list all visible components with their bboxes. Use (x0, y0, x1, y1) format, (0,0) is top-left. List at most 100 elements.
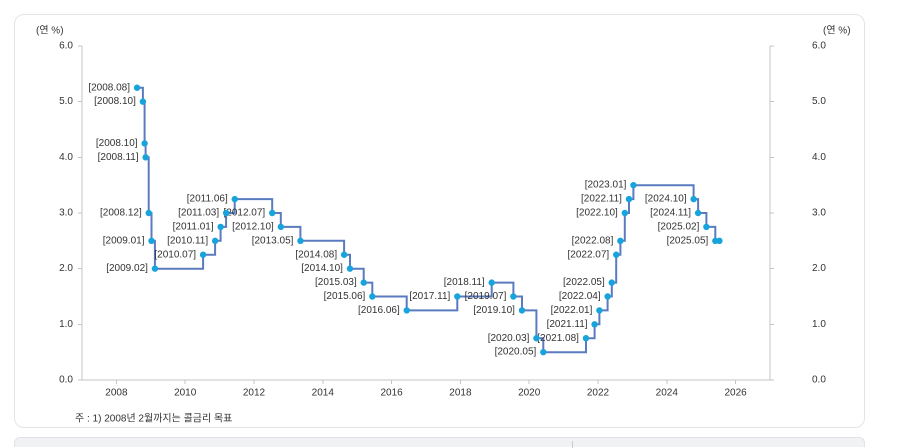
rate-point-label: [2016.06] (358, 305, 400, 316)
rate-point-label: [2008.11] (98, 152, 139, 163)
rate-point (231, 195, 238, 203)
rate-point-label: [2008.10] (96, 138, 138, 149)
rate-point (403, 307, 410, 314)
x-tick-label: 2018 (449, 388, 472, 399)
rate-point-label: [2011.06] (187, 194, 228, 205)
x-tick-label: 2010 (174, 388, 197, 399)
rate-point (139, 98, 147, 105)
y-tick-label: 0.0 (59, 375, 73, 386)
rate-point-label: [2022.10] (576, 208, 618, 219)
x-tick-label: 2022 (587, 388, 610, 399)
rate-point (630, 181, 637, 189)
rate-point (690, 195, 697, 203)
y-tick-label: 2.0 (59, 263, 73, 274)
y-tick-label: 3.0 (812, 208, 826, 219)
y-tick-label: 6.0 (59, 41, 73, 52)
rate-point (510, 293, 517, 300)
rate-point-label: [2017.11] (409, 291, 450, 302)
rate-point (716, 237, 723, 245)
rate-point-labels: [2008.08] [2008.10] [2008.10] [2008.11] [200… (88, 82, 708, 357)
rate-point-label: [2022.07] (568, 249, 610, 260)
x-tick-label: 2014 (312, 388, 335, 399)
rate-point-label: [2024.10] (645, 194, 687, 205)
rate-point-label: [2025.02] (658, 221, 700, 232)
rate-point-label: [2008.08] (88, 82, 130, 93)
rate-point-label: [2009.02] (106, 263, 148, 274)
chart-card (14, 14, 865, 428)
y-ticks-right: 0.0 1.0 2.0 3.0 4.0 5.0 6.0 (770, 41, 826, 386)
rate-point (608, 279, 615, 286)
rate-point-label: [2020.05] (495, 347, 537, 358)
table-header-strip (14, 437, 865, 448)
rate-point (133, 84, 141, 91)
y-tick-label: 5.0 (59, 96, 73, 107)
rate-point-label: [2015.03] (315, 277, 357, 288)
rate-point (297, 237, 304, 245)
y-tick-label: 4.0 (812, 152, 826, 163)
table-header-divider (572, 441, 573, 448)
rate-point (596, 307, 603, 314)
rate-point-label: [2015.06] (324, 291, 366, 302)
rate-point (454, 293, 461, 300)
rate-point (277, 223, 285, 231)
rate-point-label: [2010.11] (167, 235, 208, 246)
rate-point-label: [2008.10] (94, 96, 136, 107)
rate-point (369, 293, 376, 300)
y-tick-label: 5.0 (812, 96, 826, 107)
rate-point-label: [2010.07] (154, 249, 196, 260)
rate-point-label: [2019.07] (465, 291, 507, 302)
x-tick-label: 2012 (243, 388, 266, 399)
rate-point-label: [2011.01] (173, 221, 214, 232)
rate-point (217, 223, 224, 231)
x-ticks: 2008 2010 2012 2014 2016 2018 2020 2022 2024 2026 (105, 380, 747, 399)
x-tick-label: 2020 (518, 388, 541, 399)
rate-point (148, 237, 155, 245)
rate-point-label: [2022.08] (572, 235, 614, 246)
footnote: 주 : 1) 2008년 2월까지는 콜금리 목표 (75, 413, 232, 425)
rate-point (582, 335, 590, 342)
x-tick-label: 2026 (724, 388, 747, 399)
rate-point (621, 209, 629, 217)
rate-point-label: [2012.07] (224, 208, 266, 219)
rate-point-label: [2014.10] (301, 263, 343, 274)
rate-point (625, 195, 633, 203)
rate-point-label: [2013.05] (252, 235, 294, 246)
rate-point (269, 209, 276, 217)
rate-point (346, 265, 354, 272)
rate-point (591, 321, 598, 328)
rate-point (694, 209, 702, 217)
rate-point-label: [2012.10] (232, 221, 274, 232)
rate-point (151, 265, 159, 272)
rate-point (141, 140, 148, 147)
rate-point-label: [2022.01] (551, 305, 593, 316)
rate-point (613, 251, 620, 258)
y-tick-label: 1.0 (59, 319, 73, 330)
rate-point (142, 154, 149, 161)
rate-point-label: [2008.12] (100, 208, 142, 219)
y-tick-label: 2.0 (812, 263, 826, 274)
y-tick-label: 1.0 (812, 319, 826, 330)
y-tick-label: 3.0 (59, 208, 73, 219)
rate-point-label: [2009.01] (103, 235, 145, 246)
rate-point-label: [2018.11] (444, 277, 485, 288)
x-tick-label: 2024 (656, 388, 679, 399)
rate-point (211, 237, 219, 245)
rate-point (340, 251, 348, 258)
y-unit-label-right: (연 %) (823, 25, 851, 37)
y-unit-label-left: (연 %) (36, 25, 64, 37)
y-tick-label: 6.0 (812, 41, 826, 52)
rate-point (540, 348, 547, 356)
y-tick-label: 4.0 (59, 152, 73, 163)
x-tick-label: 2008 (105, 388, 128, 399)
rate-point (360, 279, 367, 286)
rate-point-label: [2019.10] (473, 305, 515, 316)
rate-point (703, 223, 710, 231)
rate-step-line (137, 86, 720, 354)
rate-point-label: [2014.08] (295, 249, 337, 260)
rate-point-label: [2025.05] (667, 235, 709, 246)
y-tick-label: 0.0 (812, 375, 826, 386)
rate-point-label: [2011.03] (178, 208, 219, 219)
rate-point-label: [2020.03] (488, 333, 530, 344)
rate-point (199, 251, 207, 258)
